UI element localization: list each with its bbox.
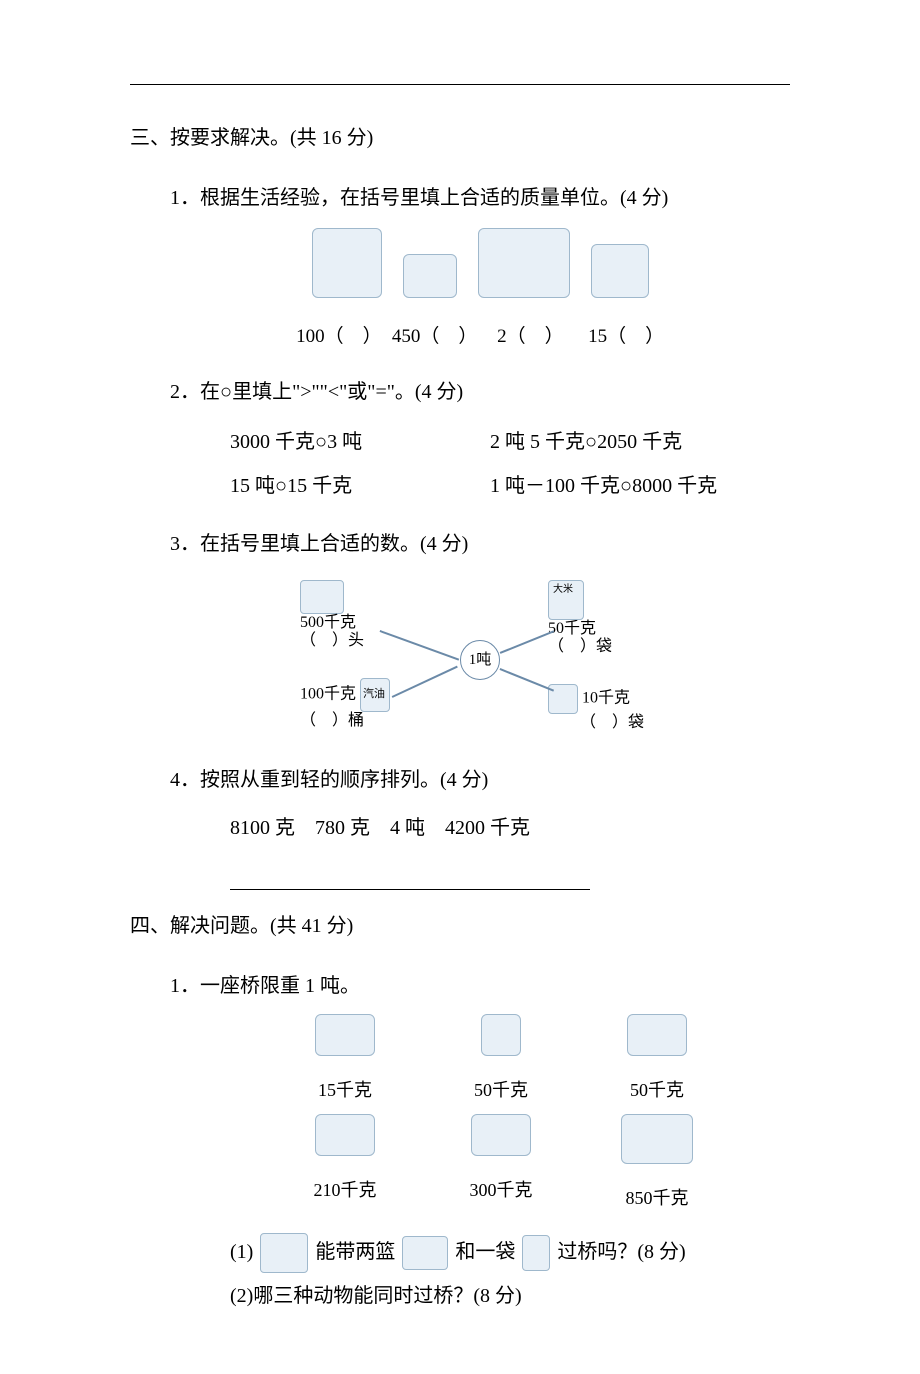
s3-q1-captions: 100（ ） 450（ ） 2（ ） 15（ ） [170, 318, 790, 356]
s3-q4-answer-line [230, 858, 590, 890]
s3-q1-cap-1: 450（ ） [392, 318, 478, 356]
s3-q2-r1-right: 1 吨－100 千克○8000 千克 [490, 464, 717, 508]
s3-q3-text: 3．在括号里填上合适的数。(4 分) [170, 524, 790, 564]
basket-inline-icon [402, 1236, 448, 1270]
panda-icon [312, 228, 382, 298]
dia-line-bl [392, 666, 458, 698]
sack-icon [481, 1014, 521, 1056]
dia-cow-l1: 500千克 [300, 614, 356, 631]
polar-bear-icon [621, 1114, 693, 1164]
sheep-icon [627, 1014, 687, 1056]
worksheet-page: 三、按要求解决。(共 16 分) 1．根据生活经验，在括号里填上合适的质量单位。… [0, 0, 920, 1374]
w-01: 50千克 [446, 1072, 556, 1108]
dia-oil-l1: 100千克 [300, 686, 356, 703]
dia-cow-l2: （ ）头 [300, 632, 364, 649]
s3-q2-r0-left: 3000 千克○3 吨 [230, 420, 490, 464]
sack-inline-icon [522, 1235, 550, 1271]
s3-q1: 1．根据生活经验，在括号里填上合适的质量单位。(4 分) 100（ ） 450（… [170, 178, 790, 356]
oil-tag: 汽油 [363, 688, 385, 701]
s3-q2-r0-right: 2 吨 5 千克○2050 千克 [490, 420, 682, 464]
dia-rice-l1: 50千克 [548, 620, 596, 637]
dia-center: 1吨 [460, 640, 500, 680]
dia-rice-l2: （ ）袋 [548, 638, 612, 655]
s3-q1-images [170, 228, 790, 312]
s3-q3-diagram: 500千克 （ ）头 100千克 汽油 （ ）桶 大米 50千克 （ ）袋 [170, 574, 790, 744]
page-top-rule [130, 84, 790, 85]
section-3-title: 三、按要求解决。(共 16 分) [130, 120, 790, 156]
basket-icon [315, 1014, 375, 1056]
rice-tag: 大米 [553, 584, 573, 596]
s3-q2-text: 2．在○里填上">""<"或"="。(4 分) [170, 372, 790, 412]
dia-line-br [500, 668, 554, 691]
s3-q1-cap-3: 15（ ） [583, 318, 669, 356]
sub1-c: 和一袋 [455, 1241, 515, 1263]
s4-q1-sub1: (1) 能带两篮 和一袋 过桥吗？(8 分) [230, 1230, 790, 1274]
oil-barrel-icon: 汽油 [360, 678, 390, 712]
section-4-title: 四、解决问题。(共 41 分) [130, 908, 790, 944]
s4-q1: 1．一座桥限重 1 吨。 15千克 50千克 50千克 210千克 300千克 … [170, 966, 790, 1318]
s3-q3: 3．在括号里填上合适的数。(4 分) 500千克 （ ）头 100千克 汽油 （… [170, 524, 790, 744]
w-12: 850千克 [602, 1180, 712, 1216]
s4-q1-sub2: (2)哪三种动物能同时过桥？(8 分) [230, 1274, 790, 1318]
s3-q1-cap-0: 100（ ） [291, 318, 387, 356]
sub1-b: 能带两篮 [315, 1241, 395, 1263]
pig-icon [315, 1114, 375, 1156]
s3-q2-body: 3000 千克○3 吨 2 吨 5 千克○2050 千克 15 吨○15 千克 … [230, 420, 790, 508]
s3-q1-text: 1．根据生活经验，在括号里填上合适的质量单位。(4 分) [170, 178, 790, 218]
rice-bag-icon: 大米 [548, 580, 584, 620]
polar-bear-inline-icon [260, 1233, 308, 1273]
dia-line-tr [500, 630, 554, 653]
s3-q4: 4．按照从重到轻的顺序排列。(4 分) 8100 克 780 克 4 吨 420… [170, 760, 790, 890]
w-00: 15千克 [290, 1072, 400, 1108]
dia-line-tl [380, 630, 459, 660]
dia-oil-l2: （ ）桶 [300, 712, 364, 729]
s4-q1-animals: 15千克 50千克 50千克 210千克 300千克 850千克 [290, 1014, 790, 1216]
tiger-icon [471, 1114, 531, 1156]
s3-q2: 2．在○里填上">""<"或"="。(4 分) 3000 千克○3 吨 2 吨 … [170, 372, 790, 508]
s4-q1-text: 1．一座桥限重 1 吨。 [170, 966, 790, 1006]
dog-icon [591, 244, 649, 298]
elephant-icon [478, 228, 570, 298]
s3-q4-items: 8100 克 780 克 4 吨 4200 千克 [230, 808, 790, 848]
cow-icon [300, 580, 344, 614]
w-10: 210千克 [290, 1172, 400, 1208]
s3-q1-cap-2: 2（ ） [482, 318, 578, 356]
s3-q2-r1-left: 15 吨○15 千克 [230, 464, 490, 508]
bird-icon [403, 254, 457, 298]
dia-bag-l2: （ ）袋 [580, 714, 644, 731]
s3-q4-text: 4．按照从重到轻的顺序排列。(4 分) [170, 760, 790, 800]
sub1-d: 过桥吗？(8 分) [557, 1241, 685, 1263]
w-11: 300千克 [446, 1172, 556, 1208]
sub1-a: (1) [230, 1241, 258, 1263]
w-02: 50千克 [602, 1072, 712, 1108]
dia-bag-l1: 10千克 [582, 690, 630, 707]
